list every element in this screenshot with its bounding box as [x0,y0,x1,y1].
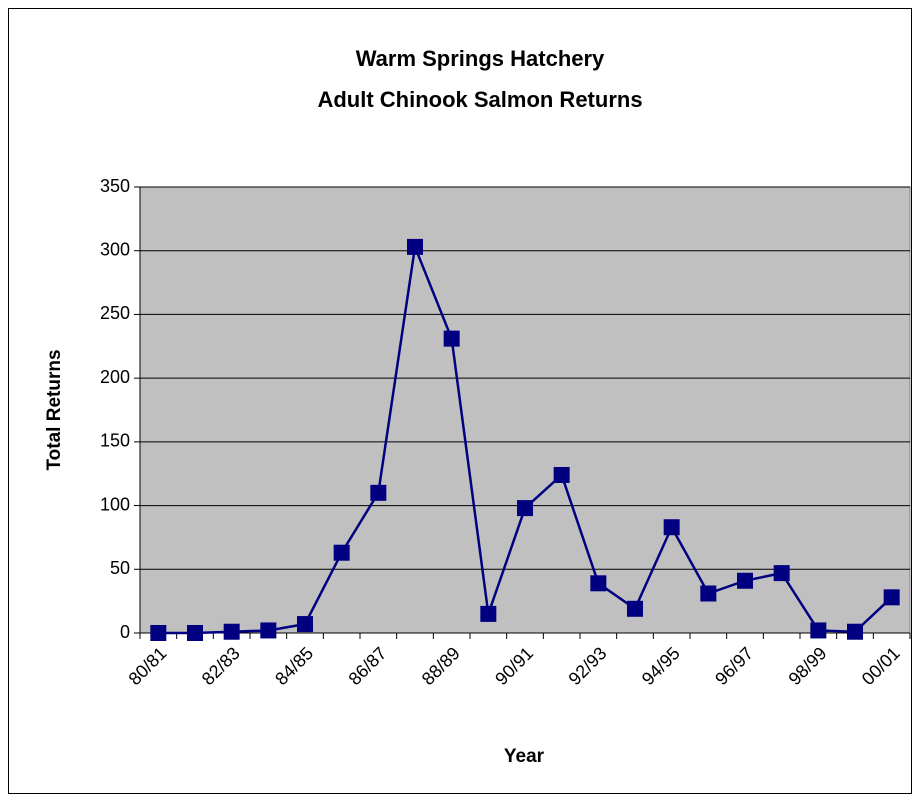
marker [590,575,607,592]
y-tick-label: 100 [100,494,130,514]
marker [480,605,497,622]
marker [517,500,533,517]
plot-area [139,186,911,634]
y-tick-label: 150 [100,431,130,451]
marker [150,625,167,641]
x-axis-label: Year [504,746,545,767]
chart-title: Warm Springs Hatchery [356,46,605,71]
y-tick-label: 200 [100,367,130,387]
marker [663,519,680,536]
marker [627,600,643,617]
y-axis-label: Total Returns [44,349,65,470]
marker [260,622,277,639]
y-tick-label: 0 [120,622,130,642]
marker [737,572,753,589]
marker [773,565,790,582]
marker [443,330,460,347]
marker [187,625,203,641]
chart-title: Adult Chinook Salmon Returns [317,87,642,112]
marker [297,616,313,633]
marker [407,238,423,255]
marker [370,484,387,501]
marker [333,544,350,561]
marker [700,585,717,602]
y-tick-label: 250 [100,303,130,323]
marker [810,622,827,639]
y-tick-label: 300 [100,239,130,259]
marker [883,589,900,606]
y-tick-label: 350 [100,176,130,196]
y-tick-label: 50 [110,558,130,578]
marker [223,623,240,640]
marker [553,466,570,483]
marker [847,623,863,640]
